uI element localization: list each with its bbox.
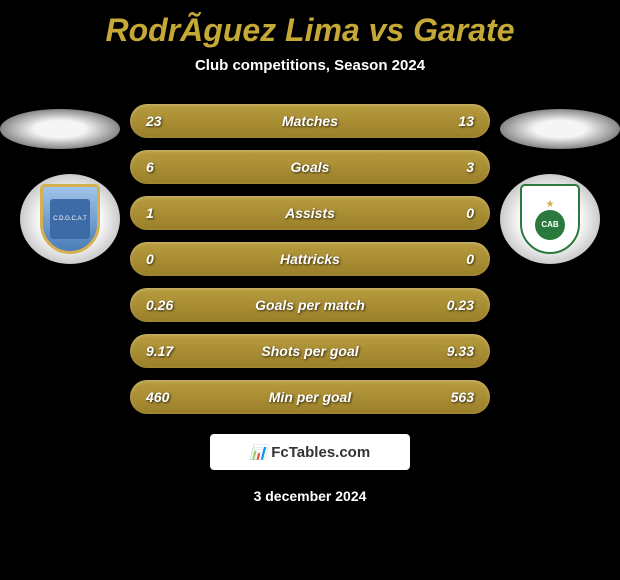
stat-right-value: 0.23 [424,297,474,313]
stat-label: Shots per goal [261,343,358,359]
footer-logo-text: FcTables.com [271,444,370,461]
stat-right-value: 3 [424,159,474,175]
stat-row: 1 Assists 0 [130,196,490,230]
chart-icon: 📊 [250,444,267,461]
shield-inner-text: C.D.G.C.A.T [50,199,90,239]
stat-row: 460 Min per goal 563 [130,380,490,414]
shield-icon: ★ CAB [520,184,580,254]
stat-label: Matches [282,113,338,129]
club-badge-left: C.D.G.C.A.T [20,174,120,264]
stat-left-value: 1 [146,205,196,221]
stat-left-value: 0.26 [146,297,196,313]
stat-right-value: 13 [424,113,474,129]
stat-label: Hattricks [280,251,340,267]
stat-left-value: 0 [146,251,196,267]
footer-date: 3 december 2024 [0,488,620,504]
stat-row: 0 Hattricks 0 [130,242,490,276]
stats-container: 23 Matches 13 6 Goals 3 1 Assists 0 0 Ha… [130,104,490,414]
stat-right-value: 9.33 [424,343,474,359]
star-icon: ★ [546,199,555,210]
player-badge-right [500,109,620,149]
stat-label: Min per goal [269,389,351,405]
content-area: C.D.G.C.A.T ★ CAB 23 Matches 13 6 Goals … [0,104,620,504]
stat-left-value: 6 [146,159,196,175]
stat-row: 0.26 Goals per match 0.23 [130,288,490,322]
stat-label: Goals per match [255,297,365,313]
stat-row: 6 Goals 3 [130,150,490,184]
shield-icon: C.D.G.C.A.T [40,184,100,254]
shield-inner-text: CAB [535,210,565,240]
stat-left-value: 23 [146,113,196,129]
stat-left-value: 9.17 [146,343,196,359]
footer-logo: 📊 FcTables.com [210,434,410,470]
stat-right-value: 0 [424,205,474,221]
stat-row: 9.17 Shots per goal 9.33 [130,334,490,368]
stat-label: Goals [291,159,330,175]
page-title: RodrÃ­guez Lima vs Garate [0,0,620,49]
stat-right-value: 0 [424,251,474,267]
stat-left-value: 460 [146,389,196,405]
club-badge-right: ★ CAB [500,174,600,264]
stat-label: Assists [285,205,335,221]
stat-right-value: 563 [424,389,474,405]
player-badge-left [0,109,120,149]
stat-row: 23 Matches 13 [130,104,490,138]
page-subtitle: Club competitions, Season 2024 [0,57,620,74]
